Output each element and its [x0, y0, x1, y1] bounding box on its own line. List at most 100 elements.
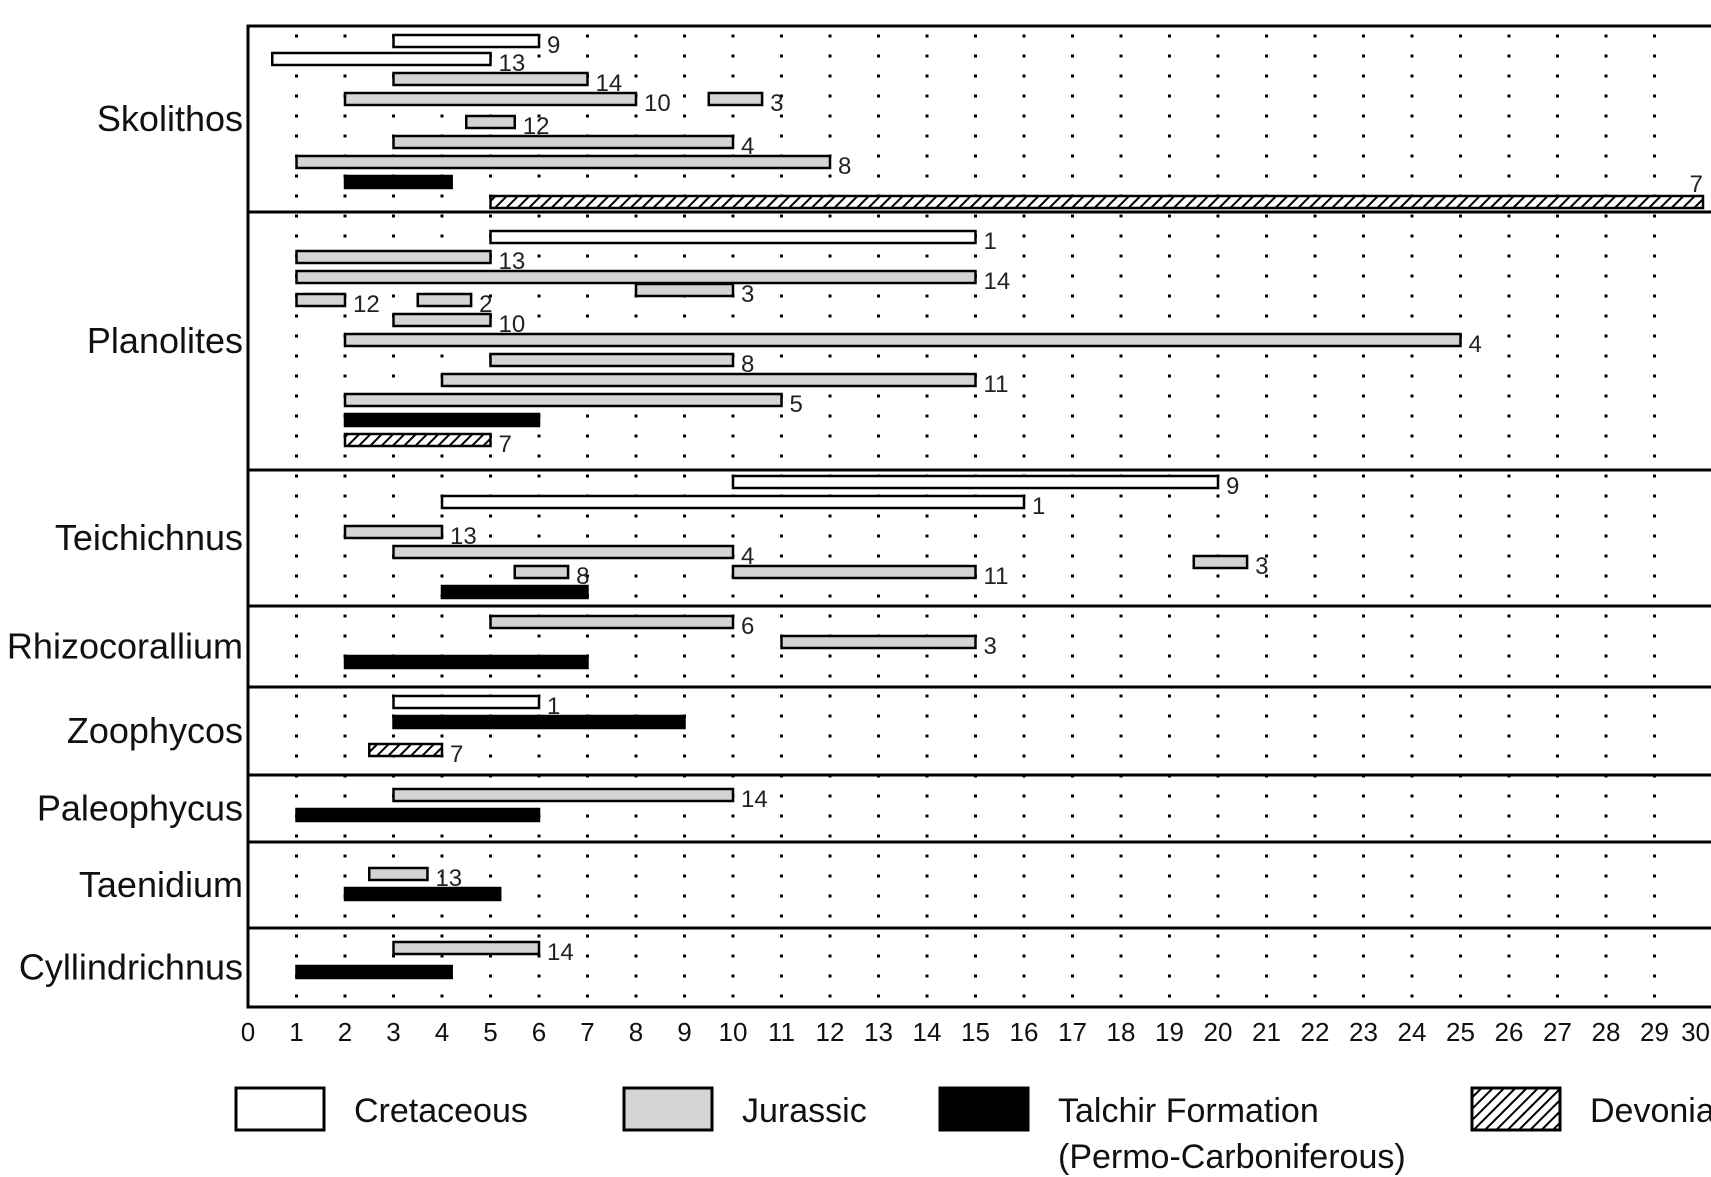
grid-dot: [489, 754, 492, 758]
grid-dot: [1022, 714, 1026, 718]
grid-dot: [343, 594, 347, 598]
grid-dot: [1653, 294, 1656, 298]
grid-dot: [1168, 874, 1171, 878]
grid-dot: [1265, 254, 1268, 258]
x-tick-label: 15: [961, 1017, 990, 1047]
grid-dot: [586, 434, 589, 438]
grid-dot: [974, 294, 977, 298]
grid-dot: [1604, 894, 1608, 898]
grid-dot: [1071, 154, 1074, 158]
grid-dot: [1168, 394, 1171, 398]
grid-dot: [537, 914, 541, 918]
grid-dot: [295, 474, 298, 478]
grid-dot: [1604, 354, 1608, 358]
grid-dot: [1410, 614, 1414, 618]
grid-dot: [1410, 474, 1414, 478]
grid-dot: [1604, 794, 1608, 798]
grid-dot: [1410, 514, 1414, 518]
grid-dot: [1119, 574, 1123, 578]
grid-dot: [1604, 274, 1608, 278]
grid-dot: [1653, 554, 1656, 558]
grid-dot: [1313, 914, 1317, 918]
grid-dot: [440, 454, 444, 458]
grid-dot: [295, 514, 298, 518]
grid-dot: [586, 314, 589, 318]
grid-dot: [1071, 354, 1074, 358]
grid-dot: [1653, 614, 1656, 618]
grid-dot: [1022, 634, 1026, 638]
grid-dot: [1216, 34, 1220, 38]
grid-dot: [634, 974, 638, 978]
grid-dot: [877, 974, 880, 978]
grid-dot: [489, 534, 492, 538]
bar-label: 6: [741, 613, 754, 640]
grid-dot: [974, 134, 977, 138]
grid-dot: [1507, 794, 1511, 798]
grid-dot: [1556, 634, 1559, 638]
grid-dot: [1604, 494, 1608, 498]
grid-dot: [1071, 394, 1074, 398]
grid-dot: [683, 974, 686, 978]
grid-dot: [392, 614, 395, 618]
grid-dot: [925, 534, 929, 538]
bar-label: 14: [984, 268, 1011, 295]
grid-dot: [634, 694, 638, 698]
grid-dot: [343, 234, 347, 238]
grid-dot: [1168, 354, 1171, 358]
grid-dot: [828, 654, 832, 658]
grid-dot: [1459, 534, 1462, 538]
grid-dot: [1313, 134, 1317, 138]
grid-dot: [974, 434, 977, 438]
grid-dot: [780, 214, 783, 218]
grid-dot: [877, 154, 880, 158]
grid-dot: [1556, 94, 1559, 98]
grid-dot: [731, 634, 735, 638]
grid-dot: [1604, 554, 1608, 558]
grid-dot: [1119, 994, 1123, 998]
grid-dot: [1410, 274, 1414, 278]
grid-dot: [1507, 354, 1511, 358]
grid-dot: [1071, 754, 1074, 758]
grid-dot: [828, 794, 832, 798]
grid-dot: [1265, 694, 1268, 698]
grid-dot: [1168, 594, 1171, 598]
grid-dot: [1459, 314, 1462, 318]
grid-dot: [1119, 154, 1123, 158]
grid-dot: [1653, 894, 1656, 898]
grid-dot: [392, 674, 395, 678]
grid-dot: [925, 154, 929, 158]
legend-swatch-jurassic: [622, 1086, 714, 1132]
grid-dot: [1168, 114, 1171, 118]
grid-dot: [440, 474, 444, 478]
grid-dot: [925, 394, 929, 398]
grid-dot: [731, 694, 735, 698]
grid-dot: [440, 834, 444, 838]
grid-dot: [295, 374, 298, 378]
x-tick-label: 20: [1204, 1017, 1233, 1047]
grid-dot: [343, 574, 347, 578]
grid-dot: [683, 74, 686, 78]
grid-dot: [1653, 234, 1656, 238]
grid-dot: [877, 674, 880, 678]
grid-dot: [586, 534, 589, 538]
grid-dot: [1216, 274, 1220, 278]
grid-dot: [586, 174, 589, 178]
grid-dot: [295, 574, 298, 578]
grid-dot: [1265, 854, 1268, 858]
grid-dot: [1459, 874, 1462, 878]
grid-dot: [1604, 74, 1608, 78]
grid-dot: [1119, 114, 1123, 118]
grid-dot: [1071, 954, 1074, 958]
grid-dot: [634, 954, 638, 958]
grid-dot: [489, 514, 492, 518]
plot-border: [246, 24, 1711, 1009]
grid-dot: [1459, 794, 1462, 798]
grid-dot: [1168, 914, 1171, 918]
grid-dot: [1362, 434, 1365, 438]
grid-dot: [1168, 234, 1171, 238]
grid-dot: [1265, 74, 1268, 78]
range-bar-jurassic: [392, 134, 735, 150]
grid-dot: [1556, 494, 1559, 498]
grid-dot: [1119, 734, 1123, 738]
